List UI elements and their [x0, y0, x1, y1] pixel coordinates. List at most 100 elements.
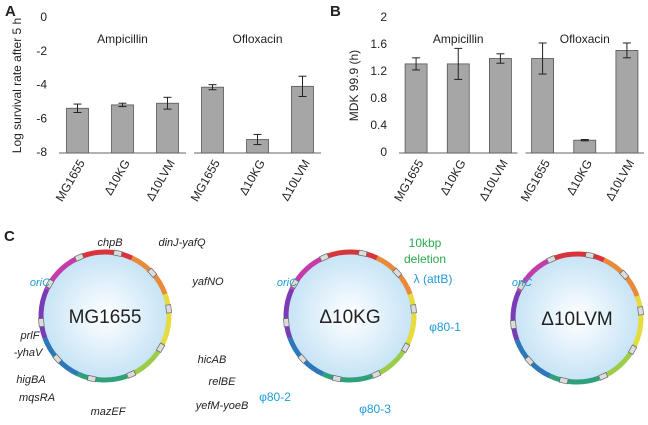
gene-label: relBE — [209, 376, 237, 388]
gene-label: hicAB — [198, 354, 227, 366]
gene-box — [45, 278, 55, 289]
gene-label: prlF — [20, 330, 41, 342]
y-tick-label: 0 — [380, 145, 387, 159]
y-tick-label: 2 — [380, 10, 387, 24]
gene-box — [319, 253, 330, 262]
gene-box — [165, 304, 172, 314]
genome-circle — [38, 249, 172, 383]
gene-label: yefM-yoeB — [195, 400, 249, 412]
x-tick-label: Δ10LVM — [476, 157, 511, 203]
gene-label: higBA — [16, 374, 45, 386]
y-axis-title: Log survival rate after 5 h — [10, 18, 24, 153]
gene-box — [392, 267, 403, 278]
x-tick-label: MG1655 — [188, 157, 223, 204]
bar — [573, 139, 597, 154]
gene-box — [112, 249, 123, 257]
gene-box — [510, 319, 517, 330]
x-tick-label: Δ10LVM — [143, 157, 178, 203]
x-tick-label: MG1655 — [391, 157, 426, 204]
error-bar — [496, 53, 505, 64]
arc — [283, 287, 295, 339]
x-tick-label: MG1655 — [518, 157, 553, 204]
gene-box — [410, 304, 417, 314]
error-bar — [298, 75, 307, 97]
gene-box — [38, 317, 45, 328]
arc — [82, 249, 134, 261]
gene-box — [290, 278, 300, 289]
x-tick-label: Δ10KG — [437, 157, 468, 198]
origin-label: oriC — [512, 277, 532, 289]
site-label: φ80-1 — [429, 320, 461, 334]
y-tick-label: 0.8 — [370, 91, 387, 105]
gene-box — [126, 370, 137, 379]
bar — [404, 63, 428, 154]
gene-label: -yhaV — [14, 347, 44, 359]
bar — [615, 50, 639, 154]
deletion-label: 10kbp — [409, 236, 442, 250]
panel-label: A — [5, 3, 16, 20]
y-tick-label: 1.6 — [370, 37, 387, 51]
gene-box — [619, 269, 630, 280]
gene-box — [637, 306, 644, 316]
site-label: φ80-3 — [359, 402, 391, 416]
gene-box — [86, 374, 97, 383]
group-label: Ofloxacin — [232, 32, 282, 46]
arc — [76, 371, 128, 383]
gene-box — [517, 280, 527, 291]
y-tick-label: -2 — [36, 44, 47, 58]
gene-box — [371, 370, 382, 379]
error-bar — [454, 47, 463, 80]
gene-box — [558, 376, 569, 385]
bar — [489, 58, 512, 154]
gene-label: mqsRA — [19, 392, 55, 404]
arc — [321, 371, 373, 383]
group-label: Ampicillin — [97, 32, 148, 46]
genome-circle — [283, 249, 417, 383]
y-tick-label: 1.2 — [370, 64, 387, 78]
gene-box — [598, 372, 609, 381]
bar — [156, 102, 179, 154]
gene-box — [627, 344, 638, 355]
y-tick-label: 0.4 — [370, 118, 387, 132]
genome-label: Δ10KG — [319, 307, 380, 328]
gene-box — [331, 374, 342, 383]
gene-label: yafNO — [191, 276, 224, 288]
gene-box — [357, 249, 368, 257]
arc — [554, 251, 606, 263]
gene-box — [584, 251, 595, 259]
error-bar — [538, 42, 547, 75]
bar — [201, 86, 224, 154]
origin-label: oriC — [277, 277, 297, 289]
error-bar — [208, 84, 217, 91]
arc — [405, 293, 417, 345]
gene-box — [297, 353, 308, 364]
gene-box — [147, 267, 158, 278]
bar — [66, 107, 89, 154]
error-bar — [163, 96, 172, 110]
x-tick-label: Δ10LVM — [278, 157, 313, 203]
group-label: Ampicillin — [433, 32, 484, 46]
gene-box — [155, 342, 166, 353]
y-tick-label: -6 — [36, 111, 47, 125]
gene-box — [524, 355, 535, 366]
y-tick-label: 0 — [40, 10, 47, 24]
group-label: Ofloxacin — [560, 32, 610, 46]
y-axis-title: MDK 99.9 (h) — [347, 50, 361, 121]
genome-circle — [510, 251, 644, 385]
x-tick-label: Δ10LVM — [603, 157, 638, 203]
arc — [38, 287, 50, 339]
x-tick-label: Δ10KG — [564, 157, 595, 198]
error-bar — [412, 57, 421, 71]
deletion-label: deletion — [404, 252, 446, 266]
y-tick-label: -4 — [36, 78, 47, 92]
x-tick-label: Δ10KG — [101, 157, 132, 198]
y-tick-label: -8 — [36, 145, 47, 159]
arc — [548, 373, 600, 385]
arc — [510, 289, 522, 341]
error-bar — [580, 139, 589, 142]
gene-box — [52, 353, 63, 364]
site-label: φ80-2 — [259, 390, 291, 404]
bar — [111, 104, 134, 154]
error-bar — [622, 42, 631, 59]
